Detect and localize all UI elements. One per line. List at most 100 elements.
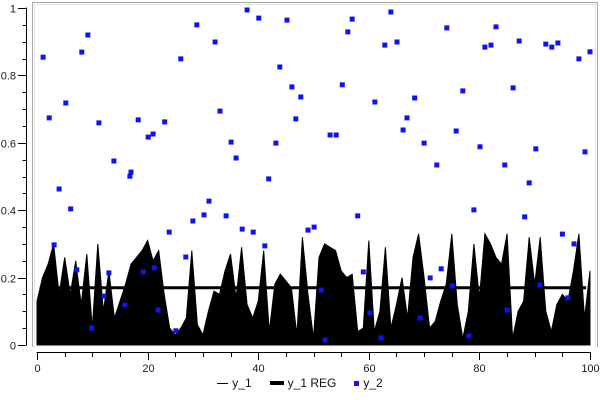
y2-point xyxy=(145,134,151,140)
y2-point xyxy=(190,218,196,224)
y2-point xyxy=(266,176,272,182)
y2-point xyxy=(68,206,74,212)
y2-point xyxy=(89,325,95,331)
y2-point xyxy=(46,115,52,121)
y2-point xyxy=(549,44,555,50)
y2-point xyxy=(311,224,317,230)
y2-point xyxy=(565,295,571,301)
y2-point xyxy=(526,180,532,186)
y2-point xyxy=(318,287,324,293)
y2-point xyxy=(183,254,189,260)
y2-point xyxy=(453,128,459,134)
y2-point xyxy=(173,328,179,334)
y2-point xyxy=(502,162,508,168)
y2-point xyxy=(273,140,279,146)
y2-point xyxy=(150,131,156,137)
y2-point xyxy=(56,186,62,192)
y-tick-label: 0.6 xyxy=(1,139,16,151)
y2-point xyxy=(355,213,361,219)
y2-point xyxy=(250,229,256,235)
legend-item-y2: y_2 xyxy=(354,376,383,390)
y2-point xyxy=(394,39,400,45)
y2-point xyxy=(488,42,494,48)
y2-point xyxy=(217,108,223,114)
y2-point xyxy=(427,275,433,281)
y1-area-series xyxy=(36,232,591,346)
y2-point xyxy=(151,265,157,271)
y2-point xyxy=(223,213,229,219)
y2-point xyxy=(63,100,69,106)
y2-point xyxy=(522,214,528,220)
y2-point xyxy=(587,49,593,55)
y2-point xyxy=(339,82,345,88)
y2-point xyxy=(322,337,328,343)
y2-point xyxy=(166,229,172,235)
y2-point xyxy=(289,84,295,90)
y2-point xyxy=(360,269,366,275)
y2-point xyxy=(400,127,406,133)
y2-point xyxy=(388,9,394,15)
y2-point xyxy=(367,310,373,316)
y2-point xyxy=(194,22,200,28)
y2-point xyxy=(277,64,283,70)
y2-point xyxy=(228,139,234,145)
x-tick-label: 20 xyxy=(142,363,154,375)
y2-point xyxy=(582,149,588,155)
x-tick-label: 100 xyxy=(581,363,599,375)
blue-square-swatch xyxy=(354,380,360,386)
y-tick-label: 0 xyxy=(10,341,16,353)
y2-point xyxy=(155,307,161,313)
y2-point xyxy=(305,227,311,233)
y2-point xyxy=(555,40,561,46)
y2-point xyxy=(293,116,299,122)
y2-point xyxy=(128,169,134,175)
x-tick-label: 0 xyxy=(34,363,40,375)
y2-point xyxy=(571,241,577,247)
y2-point xyxy=(434,162,440,168)
y2-point xyxy=(378,335,384,341)
y2-point xyxy=(206,198,212,204)
y2-point xyxy=(239,226,245,232)
y2-point xyxy=(417,315,423,321)
x-tick-label: 40 xyxy=(252,363,264,375)
y2-point xyxy=(412,95,418,101)
y2-point xyxy=(576,56,582,62)
x-tick-label: 80 xyxy=(473,363,485,375)
y2-point xyxy=(74,267,80,273)
y2-point xyxy=(85,32,91,38)
y-tick-label: 0.8 xyxy=(1,71,16,83)
y2-point xyxy=(537,282,543,288)
y2-point xyxy=(449,283,455,289)
y2-point xyxy=(256,15,262,21)
y2-point xyxy=(244,7,250,13)
y-tick-label: 0.4 xyxy=(1,206,16,218)
y2-point xyxy=(40,54,46,60)
y2-point xyxy=(421,140,427,146)
y2-point xyxy=(482,44,488,50)
legend-label-y2: y_2 xyxy=(363,376,383,390)
y2-point xyxy=(438,266,444,272)
y-tick-label: 0.2 xyxy=(1,274,16,286)
y2-point xyxy=(460,88,466,94)
y2-point xyxy=(382,42,388,48)
thin-line-swatch xyxy=(217,382,229,384)
y2-point xyxy=(79,49,85,55)
y2-point xyxy=(345,29,351,35)
y2-point xyxy=(543,41,549,47)
y2-point xyxy=(444,25,450,31)
x-tick-label: 60 xyxy=(363,363,375,375)
y2-point xyxy=(201,212,207,218)
y2-point xyxy=(127,173,133,179)
y2-point xyxy=(101,293,107,299)
y2-point xyxy=(298,94,304,100)
y2-point xyxy=(493,24,499,30)
legend: y_1 y_1 REG y_2 xyxy=(0,376,600,390)
y2-point xyxy=(471,207,477,213)
y2-point xyxy=(96,120,102,126)
y2-point xyxy=(466,333,472,339)
thick-line-swatch xyxy=(269,381,284,385)
y2-point xyxy=(212,39,218,45)
y2-point xyxy=(504,307,510,313)
